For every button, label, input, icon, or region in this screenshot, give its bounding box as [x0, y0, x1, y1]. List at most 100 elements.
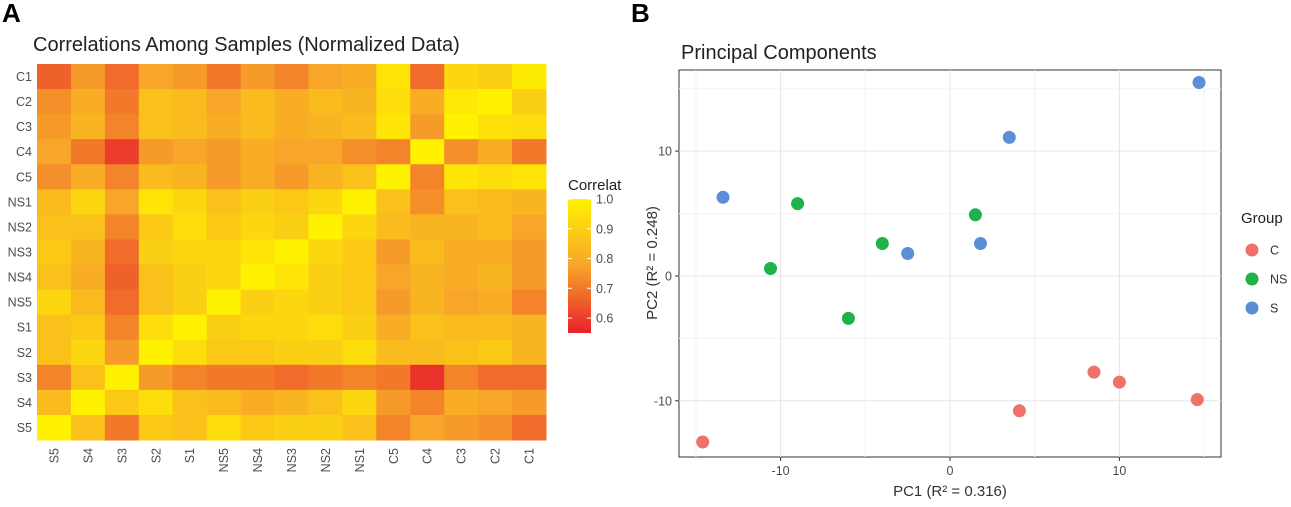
heatmap-cell-C5-C2: [478, 164, 513, 190]
heatmap-cell-C2-S2: [138, 89, 174, 115]
heatmap-cell-S4-S5: [37, 389, 72, 416]
heatmap-cell-S2-C5: [376, 339, 411, 366]
heatmap-cell-NS5-C2: [478, 289, 513, 316]
heatmap-cell-NS4-C2: [478, 264, 513, 291]
heatmap-cell-NS3-NS5: [206, 239, 242, 266]
heatmap-cell-C2-S3: [104, 89, 140, 115]
heatmap-cell-C3-S3: [104, 114, 140, 140]
heatmap-row-label: NS4: [8, 271, 32, 285]
heatmap-cell-NS1-S5: [37, 189, 72, 215]
heatmap-cell-C1-NS4: [240, 64, 276, 90]
point-ns: [764, 262, 777, 275]
heatmap-cell-C3-C3: [444, 114, 479, 140]
heatmap-cell-C2-S1: [172, 89, 208, 115]
heatmap-cell-NS1-NS4: [240, 189, 276, 215]
heatmap-column-label: S1: [183, 448, 197, 463]
pca-grid: [679, 70, 1221, 457]
heatmap-cell-C3-NS2: [308, 114, 343, 140]
heatmap-row-label: NS3: [8, 246, 32, 260]
heatmap-cell-S5-S4: [70, 414, 106, 441]
heatmap-cell-S1-C4: [410, 314, 445, 341]
heatmap-cell-S2-S5: [37, 339, 72, 366]
x-tick-label: 10: [1112, 464, 1126, 478]
heatmap-column-label: S4: [81, 448, 95, 463]
heatmap-cell-C1-C3: [444, 64, 479, 90]
heatmap-cell-S1-NS5: [206, 314, 242, 341]
heatmap-cell-S4-NS2: [308, 389, 343, 416]
heatmap-cell-NS4-NS5: [206, 264, 242, 291]
heatmap-cell-S5-NS2: [308, 414, 343, 441]
heatmap-cell-C3-NS3: [274, 114, 309, 140]
colorbar-ticks: 1.0 0.9 0.8 0.7 0.6: [568, 193, 613, 326]
heatmap-cell-S1-NS3: [274, 314, 309, 341]
heatmap-cell-C4-NS4: [240, 139, 276, 165]
heatmap-cell-C4-S5: [37, 139, 72, 165]
heatmap-cell-NS4-C4: [410, 264, 445, 291]
heatmap-cell-S1-S1: [172, 314, 208, 341]
heatmap-cell-C3-S2: [138, 114, 174, 140]
heatmap-cell-NS4-S3: [104, 264, 140, 291]
heatmap-cell-NS1-NS5: [206, 189, 242, 215]
heatmap-row-labels: C1 C2 C3 C4 C5 NS1 NS2 NS3 NS4 NS5 S1 S2 S3 S4 S5: [8, 70, 32, 435]
heatmap-cell-S5-C5: [376, 414, 411, 441]
heatmap-cell-S5-C2: [478, 414, 513, 441]
heatmap-cell-C3-NS5: [206, 114, 242, 140]
heatmap-row-label: NS5: [8, 296, 32, 310]
heatmap-cell-NS3-NS4: [240, 239, 276, 266]
heatmap-cell-C2-NS3: [274, 89, 309, 115]
heatmap-cell-S2-C1: [512, 339, 547, 366]
heatmap-cell-S2-S3: [104, 339, 140, 366]
heatmap-cell-C5-C5: [376, 164, 411, 190]
heatmap-cell-NS1-NS2: [308, 189, 343, 215]
heatmap-cell-S4-NS3: [274, 389, 309, 416]
heatmap-cell-S1-C5: [376, 314, 411, 341]
heatmap-cell-NS3-S2: [138, 239, 174, 266]
heatmap-cell-S3-S5: [37, 364, 72, 391]
heatmap-column-label: C4: [421, 448, 435, 464]
heatmap-cell-C5-NS4: [240, 164, 276, 190]
heatmap-cell-C2-NS5: [206, 89, 242, 115]
heatmap-cell-S2-S2: [138, 339, 174, 366]
point-s: [901, 247, 915, 260]
heatmap-cell-C2-C4: [410, 89, 445, 115]
heatmap-cell-C3-S1: [172, 114, 208, 140]
heatmap-cell-C1-NS5: [206, 64, 242, 90]
heatmap-cell-C4-S3: [104, 139, 140, 165]
heatmap-column-label: NS3: [285, 448, 299, 472]
heatmap-cell-NS3-S4: [70, 239, 106, 266]
heatmap-row-label: S5: [17, 421, 32, 435]
heatmap-cell-S5-NS4: [240, 414, 276, 441]
heatmap-cell-NS5-S1: [172, 289, 208, 316]
heatmap-cell-NS3-C5: [376, 239, 411, 266]
heatmap-cell-NS1-NS1: [342, 189, 377, 215]
heatmap-cell-NS2-NS4: [240, 214, 276, 240]
heatmap-row-label: NS1: [8, 195, 32, 209]
colorbar-tick-label: 0.6: [596, 312, 613, 326]
legend-label-c: C: [1270, 244, 1279, 258]
heatmap-cell-NS4-S2: [138, 264, 174, 291]
heatmap-cell-S1-S2: [138, 314, 174, 341]
heatmap-cell-NS2-C3: [444, 214, 479, 240]
pca-y-ticks: -10 0 10: [654, 145, 679, 408]
heatmap-cell-C4-C4: [410, 139, 445, 165]
heatmap-cell-C5-C3: [444, 164, 479, 190]
heatmap-cell-S4-NS1: [342, 389, 377, 416]
panel-letter-b: B: [631, 0, 650, 28]
heatmap-row-label: C1: [16, 70, 32, 84]
heatmap-cell-NS2-S5: [37, 214, 72, 240]
heatmap-cell-C1-S3: [104, 64, 140, 90]
heatmap-cell-S1-S4: [70, 314, 106, 341]
heatmap-cell-C4-NS3: [274, 139, 309, 165]
heatmap-cell-S3-NS3: [274, 364, 309, 391]
heatmap-cell-NS4-S5: [37, 264, 72, 291]
heatmap-cell-C5-NS2: [308, 164, 343, 190]
heatmap-cell-C1-S5: [37, 64, 72, 90]
heatmap-cell-C2-NS2: [308, 89, 343, 115]
heatmap-column-label: NS1: [353, 448, 367, 472]
heatmap: [37, 64, 547, 441]
legend-label-s: S: [1270, 302, 1278, 316]
heatmap-cell-S4-C5: [376, 389, 411, 416]
heatmap-cell-NS4-C1: [512, 264, 547, 291]
heatmap-cell-S5-C1: [512, 414, 547, 441]
